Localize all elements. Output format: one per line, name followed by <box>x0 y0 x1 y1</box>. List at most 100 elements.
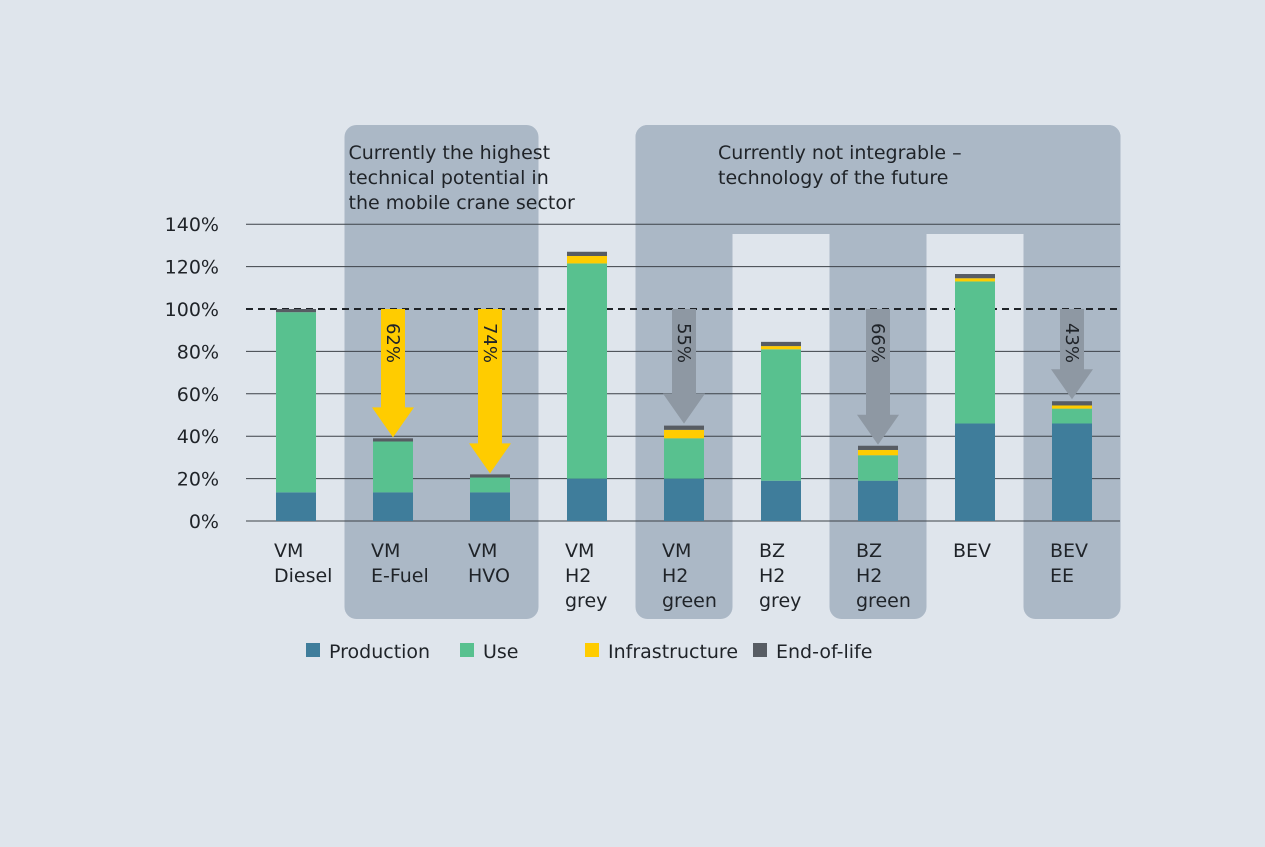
bars-layer <box>276 251 1092 521</box>
bar-segment <box>567 263 607 479</box>
category-label-line: VM <box>371 540 400 562</box>
category-label-line: BEV <box>1050 540 1088 562</box>
region-label-line: technical potential in <box>349 167 549 189</box>
bar-stack <box>858 445 898 521</box>
bar-segment <box>761 349 801 481</box>
bar-segment <box>470 492 510 521</box>
bar-segment <box>858 445 898 450</box>
bar-stack <box>373 438 413 521</box>
bar-segment <box>276 492 316 521</box>
bar-segment <box>1052 405 1092 409</box>
region-label-line: the mobile crane sector <box>349 192 575 214</box>
bar-segment <box>1052 408 1092 424</box>
y-tick-label: 20% <box>177 469 219 491</box>
reduction-arrow-label: 66% <box>867 323 888 363</box>
category-label-line: H2 <box>662 565 688 587</box>
bar-segment <box>373 438 413 442</box>
bar-segment <box>955 278 995 282</box>
reduction-arrow-shape <box>663 309 705 424</box>
category-label-line: H2 <box>856 565 882 587</box>
category-label-line: VM <box>468 540 497 562</box>
categories-layer: VM Diesel VM E-Fuel VM HVO VM H2 grey VM H2 green BZ… <box>274 540 1088 612</box>
ticks-layer: 0% 20% 40% 60% 80% 100% 120% 140% <box>165 214 219 533</box>
bar-stack <box>567 251 607 521</box>
regions-layer: Currently the highest technical potential… <box>344 125 1121 619</box>
bar-segment <box>1052 423 1092 521</box>
arrows-layer: 62% 74% 55% 66% 43% <box>372 309 1093 474</box>
y-tick-label: 80% <box>177 341 219 363</box>
bar-segment <box>858 449 898 456</box>
bar-segment <box>761 480 801 521</box>
category-label-line: grey <box>759 590 801 612</box>
category-label-line: H2 <box>565 565 591 587</box>
legend-item: Production <box>306 641 430 663</box>
category-label-line: VM <box>565 540 594 562</box>
bar-segment <box>664 438 704 479</box>
category-label-line: E-Fuel <box>371 565 429 587</box>
reduction-arrow: 43% <box>1051 309 1093 400</box>
bar-segment <box>664 429 704 439</box>
legend-swatch <box>306 643 320 657</box>
bar-segment <box>276 312 316 493</box>
reduction-arrow: 66% <box>857 309 899 445</box>
reduction-arrow-shape <box>857 309 899 445</box>
bar-stack <box>761 341 801 521</box>
bar-stack <box>1052 401 1092 521</box>
y-tick-label: 0% <box>189 511 219 533</box>
category-label-line: green <box>856 590 911 612</box>
reduction-arrow-shape <box>372 309 414 438</box>
bar-segment <box>1052 401 1092 406</box>
bar-segment <box>373 492 413 521</box>
bar-segment <box>955 274 995 279</box>
bar-segment <box>276 309 316 313</box>
bar-segment <box>664 478 704 521</box>
category-label-line: green <box>662 590 717 612</box>
y-tick-label: 120% <box>165 257 219 279</box>
y-tick-label: 40% <box>177 426 219 448</box>
category-label-line: HVO <box>468 565 510 587</box>
reduction-arrow: 55% <box>663 309 705 424</box>
y-tick-label: 60% <box>177 384 219 406</box>
category-label-line: EE <box>1050 565 1074 587</box>
legend-item: Infrastructure <box>585 641 738 663</box>
legend-label: End-of-life <box>776 641 872 663</box>
reduction-arrow: 74% <box>469 309 511 474</box>
legend-item: Use <box>460 641 519 663</box>
bar-segment <box>761 346 801 350</box>
category-label-line: BZ <box>759 540 785 562</box>
legend-swatch <box>753 643 767 657</box>
reduction-arrow-label: 62% <box>382 323 403 363</box>
reduction-arrow-label: 55% <box>673 323 694 363</box>
bar-segment <box>567 251 607 256</box>
bar-segment <box>470 477 510 493</box>
bar-stack <box>955 274 995 521</box>
legend-swatch <box>460 643 474 657</box>
bar-segment <box>858 455 898 481</box>
y-tick-label: 140% <box>165 214 219 236</box>
bar-segment <box>373 441 413 493</box>
category-label-line: BZ <box>856 540 882 562</box>
bar-stack <box>276 309 316 521</box>
bar-segment <box>664 425 704 430</box>
region-label-line: Currently not integrable – <box>718 142 962 164</box>
region-label-line: technology of the future <box>718 167 948 189</box>
bar-segment <box>858 480 898 521</box>
reduction-arrow-label: 43% <box>1061 323 1082 363</box>
bar-segment <box>567 478 607 521</box>
bar-segment <box>955 281 995 424</box>
bar-segment <box>761 341 801 347</box>
bar-stack <box>664 425 704 521</box>
category-label-line: H2 <box>759 565 785 587</box>
category-label-line: grey <box>565 590 607 612</box>
legend-label: Use <box>483 641 519 663</box>
reduction-arrow-shape <box>1051 309 1093 400</box>
legend-label: Production <box>329 641 430 663</box>
category-label-line: VM <box>662 540 691 562</box>
legend-item: End-of-life <box>753 641 872 663</box>
reduction-arrow: 62% <box>372 309 414 438</box>
region-label-line: Currently the highest <box>349 142 551 164</box>
category-label-line: VM <box>274 540 303 562</box>
category-label-line: Diesel <box>274 565 332 587</box>
